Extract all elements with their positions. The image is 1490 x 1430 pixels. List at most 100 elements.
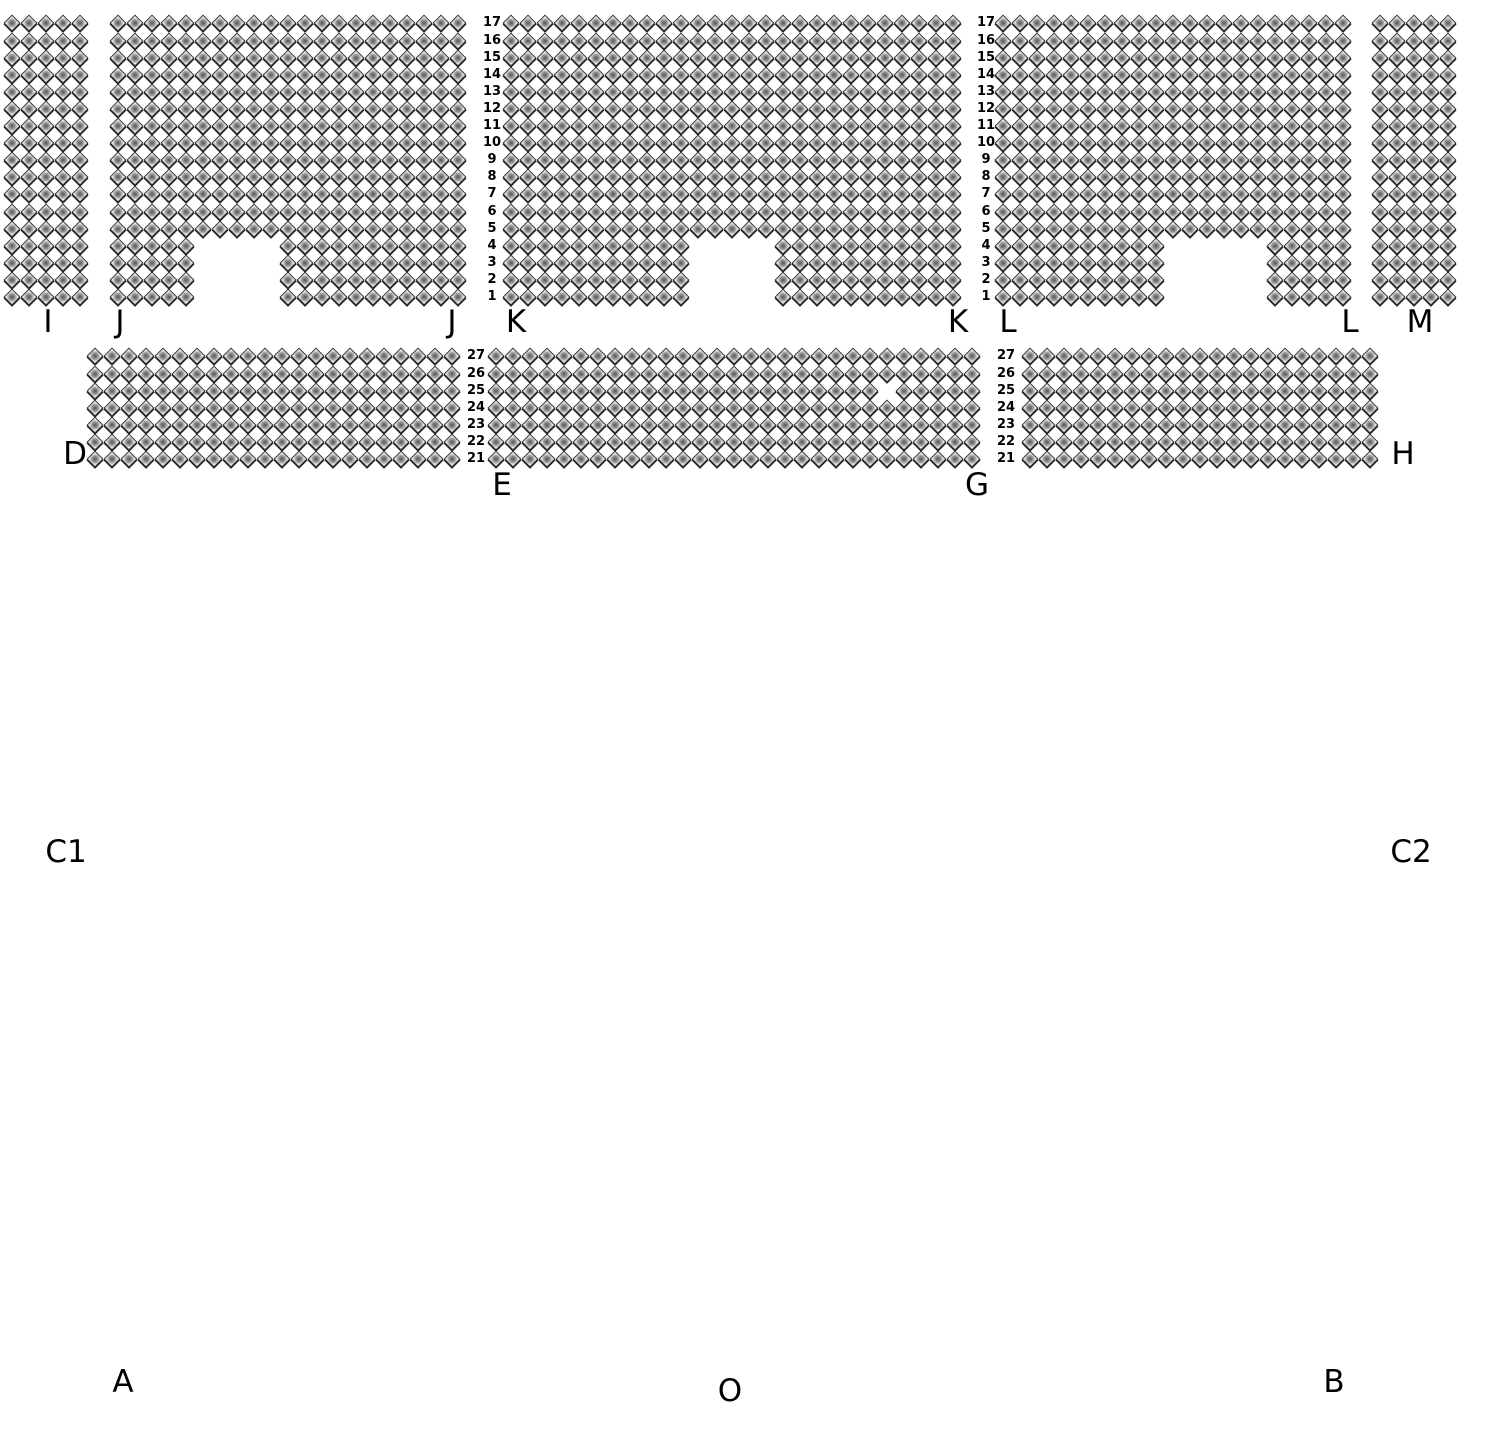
- seat-J-row11-20[interactable]: [432, 117, 450, 135]
- seat-K-row5-16[interactable]: [757, 220, 775, 238]
- seat-J-row6-14[interactable]: [330, 203, 348, 220]
- seat-K-row3-2[interactable]: [519, 254, 537, 272]
- seat-J-row9-9[interactable]: [245, 151, 263, 169]
- seat-J-row6-9[interactable]: [245, 203, 263, 220]
- seat-L-row3-18[interactable]: [1283, 254, 1301, 272]
- seat-K-row1-2[interactable]: [519, 288, 537, 306]
- seat-J-row13-2[interactable]: [126, 83, 144, 101]
- seat-L-row14-4[interactable]: [1045, 66, 1063, 84]
- seat-D-row26-10[interactable]: [239, 365, 257, 382]
- seat-E-G-row22-13[interactable]: [691, 433, 709, 451]
- seat-J-row15-4[interactable]: [160, 49, 178, 67]
- seat-J-row12-5[interactable]: [177, 100, 195, 118]
- seat-L-row11-13[interactable]: [1198, 117, 1216, 135]
- seat-J-row4-13[interactable]: [313, 237, 331, 255]
- seat-K-row14-25[interactable]: [910, 66, 928, 84]
- seat-J-row1-4[interactable]: [160, 288, 178, 306]
- seat-M-row8-5[interactable]: [1439, 168, 1457, 186]
- seat-D-row24-20[interactable]: [409, 399, 427, 417]
- seat-L-row8-9[interactable]: [1130, 168, 1148, 186]
- seat-J-row13-1[interactable]: [109, 83, 127, 101]
- seat-D-row21-22[interactable]: [443, 450, 461, 468]
- seat-L-row13-5[interactable]: [1062, 83, 1080, 101]
- seat-M-row5-3[interactable]: [1405, 220, 1423, 238]
- seat-J-row3-1[interactable]: [109, 254, 127, 272]
- seat-J-row10-8[interactable]: [228, 134, 246, 152]
- seat-E-G-row27-13[interactable]: [691, 347, 709, 365]
- seat-I-row13-5[interactable]: [71, 83, 89, 101]
- seat-L-row5-19[interactable]: [1300, 220, 1318, 238]
- seat-M-row1-2[interactable]: [1388, 288, 1406, 306]
- seat-J-row14-8[interactable]: [228, 66, 246, 84]
- seat-H-row25-20[interactable]: [1344, 382, 1362, 400]
- seat-M-row12-3[interactable]: [1405, 100, 1423, 118]
- seat-K-row16-25[interactable]: [910, 32, 928, 49]
- seat-E-G-row22-5[interactable]: [555, 433, 573, 451]
- seat-J-row11-17[interactable]: [381, 117, 399, 135]
- seat-J-row6-13[interactable]: [313, 203, 331, 220]
- seat-D-row25-7[interactable]: [188, 382, 206, 400]
- seat-H-row21-1[interactable]: [1021, 450, 1039, 468]
- seat-D-row25-4[interactable]: [137, 382, 155, 400]
- seat-E-G-row27-28[interactable]: [946, 347, 964, 365]
- seat-L-row10-2[interactable]: [1011, 134, 1029, 152]
- seat-K-row4-6[interactable]: [587, 237, 605, 255]
- seat-H-row22-6[interactable]: [1106, 433, 1124, 451]
- seat-M-row3-2[interactable]: [1388, 254, 1406, 272]
- seat-K-row6-20[interactable]: [825, 203, 843, 220]
- seat-E-G-row22-7[interactable]: [589, 433, 607, 451]
- seat-L-row16-1[interactable]: [994, 32, 1012, 49]
- seat-K-row4-5[interactable]: [570, 237, 588, 255]
- seat-J-row1-3[interactable]: [143, 288, 161, 306]
- seat-L-row16-16[interactable]: [1249, 32, 1267, 49]
- seat-H-row25-21[interactable]: [1361, 382, 1379, 400]
- seat-J-row16-18[interactable]: [398, 32, 416, 49]
- seat-L-row11-14[interactable]: [1215, 117, 1233, 135]
- seat-J-row12-3[interactable]: [143, 100, 161, 118]
- seat-E-G-row27-12[interactable]: [674, 347, 692, 365]
- seat-J-row10-3[interactable]: [143, 134, 161, 152]
- seat-D-row27-20[interactable]: [409, 347, 427, 365]
- seat-K-row10-2[interactable]: [519, 134, 537, 152]
- seat-J-row11-14[interactable]: [330, 117, 348, 135]
- seat-J-row5-14[interactable]: [330, 220, 348, 238]
- seat-J-row16-4[interactable]: [160, 32, 178, 49]
- seat-L-row15-21[interactable]: [1334, 49, 1352, 67]
- seat-L-row15-4[interactable]: [1045, 49, 1063, 67]
- seat-K-row13-1[interactable]: [502, 83, 520, 101]
- seat-M-row6-4[interactable]: [1422, 203, 1440, 220]
- seat-E-G-row24-28[interactable]: [946, 399, 964, 417]
- seat-K-row15-4[interactable]: [553, 49, 571, 67]
- seat-J-row8-14[interactable]: [330, 168, 348, 186]
- seat-L-row9-10[interactable]: [1147, 151, 1165, 169]
- seat-J-row13-20[interactable]: [432, 83, 450, 101]
- seat-K-row17-8[interactable]: [621, 14, 639, 32]
- seat-L-row13-8[interactable]: [1113, 83, 1131, 101]
- seat-L-row3-5[interactable]: [1062, 254, 1080, 272]
- seat-K-row16-13[interactable]: [706, 32, 724, 49]
- seat-L-row7-12[interactable]: [1181, 185, 1199, 203]
- seat-J-row5-19[interactable]: [415, 220, 433, 238]
- seat-K-row17-17[interactable]: [774, 14, 792, 32]
- seat-E-G-row27-25[interactable]: [895, 347, 913, 365]
- seat-J-row10-10[interactable]: [262, 134, 280, 152]
- seat-H-row21-4[interactable]: [1072, 450, 1090, 468]
- seat-I-row9-3[interactable]: [37, 151, 55, 169]
- seat-H-row25-12[interactable]: [1208, 382, 1226, 400]
- seat-K-row10-13[interactable]: [706, 134, 724, 152]
- seat-L-row4-4[interactable]: [1045, 237, 1063, 255]
- seat-K-row2-4[interactable]: [553, 271, 571, 289]
- seat-L-row12-15[interactable]: [1232, 100, 1250, 118]
- seat-H-row25-15[interactable]: [1259, 382, 1277, 400]
- seat-H-row25-18[interactable]: [1310, 382, 1328, 400]
- seat-K-row12-27[interactable]: [944, 100, 962, 118]
- seat-J-row10-5[interactable]: [177, 134, 195, 152]
- seat-E-G-row23-21[interactable]: [827, 416, 845, 434]
- seat-L-row16-2[interactable]: [1011, 32, 1029, 49]
- seat-K-row4-8[interactable]: [621, 237, 639, 255]
- seat-H-row25-2[interactable]: [1038, 382, 1056, 400]
- seat-H-row22-15[interactable]: [1259, 433, 1277, 451]
- seat-D-row24-15[interactable]: [324, 399, 342, 417]
- seat-K-row6-16[interactable]: [757, 203, 775, 220]
- seat-E-G-row26-27[interactable]: [929, 365, 947, 382]
